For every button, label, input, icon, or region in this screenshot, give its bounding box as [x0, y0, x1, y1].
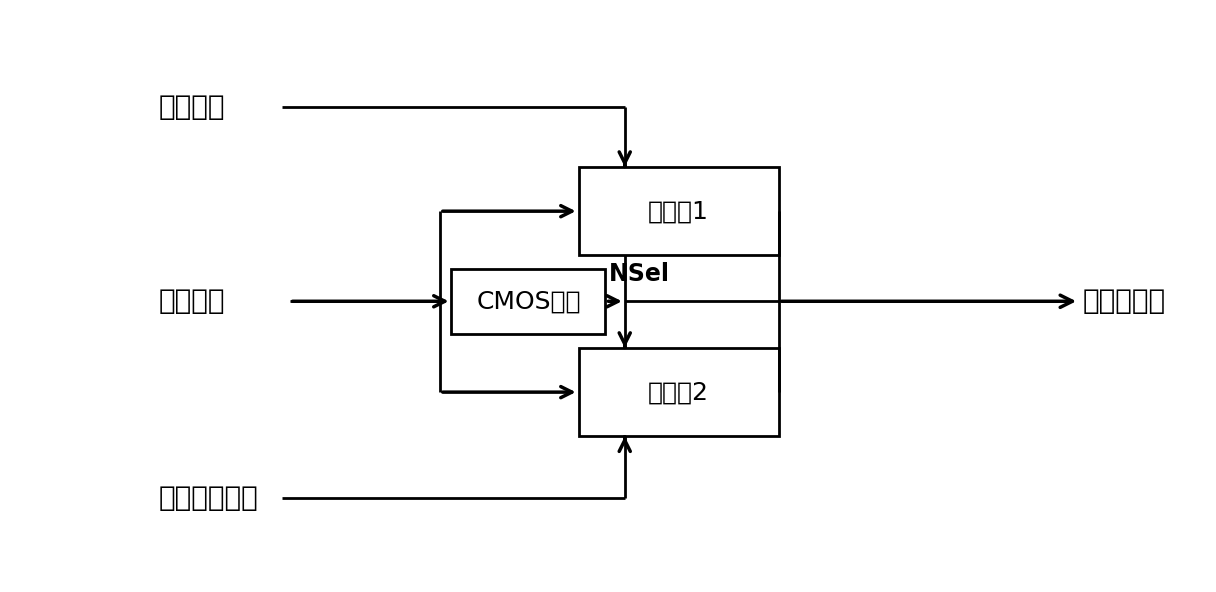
Text: 传输门2: 传输门2	[648, 380, 709, 404]
Text: 选通后信号: 选通后信号	[1083, 287, 1166, 316]
Text: 选通信号: 选通信号	[159, 287, 225, 316]
Text: NSel: NSel	[609, 262, 670, 286]
Text: 传输门1: 传输门1	[648, 199, 709, 223]
Bar	[579, 167, 778, 256]
Bar	[579, 348, 778, 436]
Text: 第一输入信号: 第一输入信号	[159, 484, 259, 511]
Text: CMOS非门: CMOS非门	[477, 289, 581, 313]
Text: 反馈信号: 反馈信号	[159, 93, 225, 121]
Bar	[451, 269, 606, 334]
